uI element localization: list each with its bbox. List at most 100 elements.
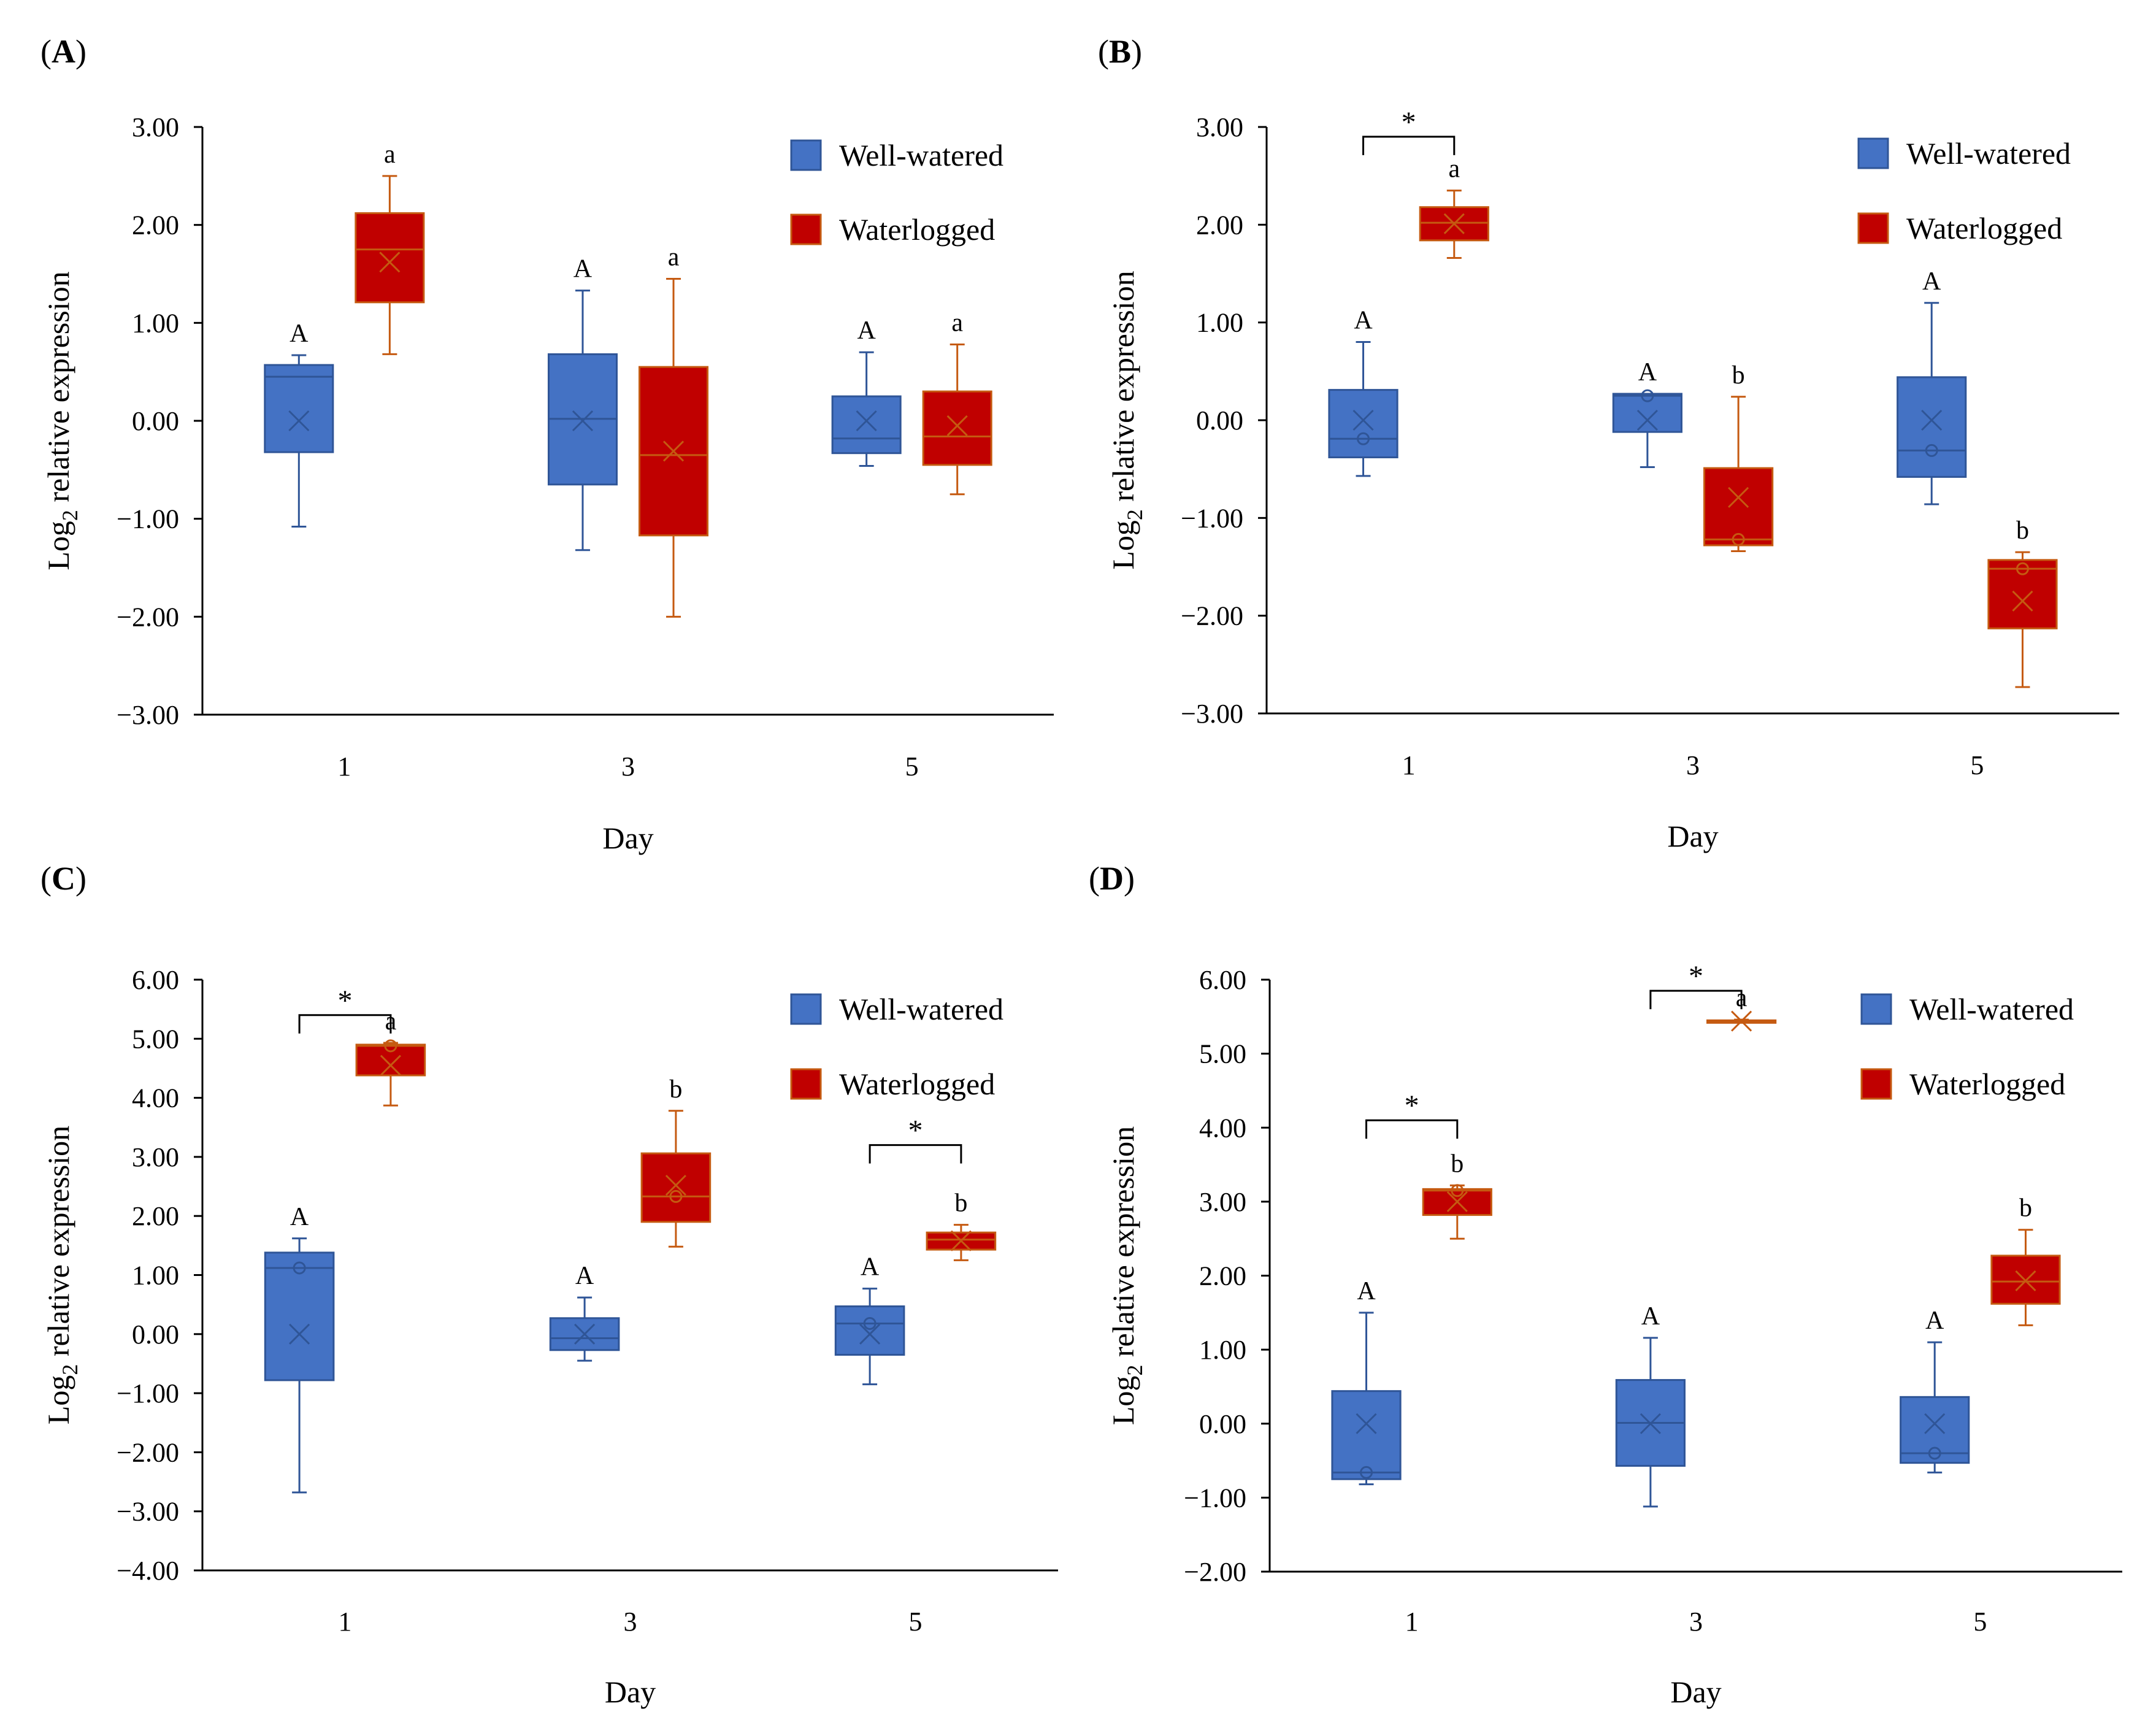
data-point bbox=[863, 1316, 877, 1330]
well-watered-box-day-3: A bbox=[1615, 1302, 1686, 1508]
y-tick-label: −2.00 bbox=[117, 1437, 179, 1467]
panel-c: (C) −4.00 −3.00 −2.00 −1.00 0.00 1.00 2.00 3.00 4… bbox=[40, 860, 1058, 1709]
y-tick-label: 1.00 bbox=[1196, 308, 1243, 338]
mean-marker bbox=[1924, 1413, 1946, 1434]
significance-letter: A bbox=[290, 1203, 309, 1231]
significance-letter: A bbox=[575, 1262, 594, 1290]
well-watered-box-day-1: A bbox=[264, 1203, 335, 1494]
mean-marker bbox=[380, 1055, 401, 1076]
significance-bracket bbox=[1649, 989, 1743, 1010]
waterlogged-box-day-5: a bbox=[922, 309, 992, 496]
significance-star: * bbox=[1402, 106, 1416, 139]
significance-star: * bbox=[1689, 960, 1703, 993]
mean-marker bbox=[1731, 1010, 1752, 1032]
x-tick-label: 1 bbox=[1405, 1607, 1419, 1637]
y-tick-label: 2.00 bbox=[132, 1201, 179, 1231]
panel-label: (B) bbox=[1098, 33, 1142, 70]
box-iqr bbox=[264, 364, 334, 453]
legend-label: Well-watered bbox=[1909, 992, 2074, 1026]
y-tick-label: 2.00 bbox=[1199, 1261, 1246, 1291]
y-tick-label: −3.00 bbox=[1181, 699, 1243, 729]
well-watered-box-day-3: A bbox=[547, 255, 618, 551]
significance-letter: A bbox=[1638, 358, 1657, 386]
panel-label-part: ( bbox=[1089, 860, 1100, 897]
significance-bracket bbox=[869, 1144, 962, 1164]
well-watered-box-day-3: A bbox=[549, 1262, 620, 1362]
legend-swatch bbox=[790, 139, 822, 171]
legend-label: Waterlogged bbox=[1906, 211, 2062, 245]
mean-marker bbox=[289, 1323, 310, 1345]
waterlogged-box-day-1: a bbox=[1419, 155, 1489, 259]
significance-letter: A bbox=[574, 255, 593, 283]
legend-label: Waterlogged bbox=[839, 212, 995, 247]
mean-marker bbox=[1443, 213, 1465, 234]
legend-swatch bbox=[1860, 1068, 1892, 1100]
y-tick-label: 3.00 bbox=[132, 112, 179, 142]
x-tick-label: 1 bbox=[1402, 750, 1416, 780]
significance-letter: b bbox=[2016, 517, 2029, 545]
data-point bbox=[1732, 532, 1745, 546]
y-tick-label: −3.00 bbox=[117, 700, 179, 730]
significance-letter: A bbox=[857, 317, 876, 345]
panel-label-part: ( bbox=[40, 33, 52, 70]
panel-d: (D) −2.00 −1.00 0.00 1.00 2.00 3.00 4.00 5.00 6.0… bbox=[1089, 860, 2122, 1709]
box-iqr bbox=[922, 390, 992, 466]
significance-letter: b bbox=[1451, 1150, 1464, 1178]
y-tick-label: 1.00 bbox=[132, 308, 179, 338]
y-tick-label: 2.00 bbox=[1196, 210, 1243, 240]
mean-marker bbox=[946, 415, 968, 437]
well-watered-box-day-5: A bbox=[1897, 267, 1967, 505]
mean-marker bbox=[1352, 409, 1374, 431]
significance-letter: A bbox=[1641, 1302, 1660, 1331]
box-iqr bbox=[549, 1317, 620, 1351]
y-tick-label: 1.00 bbox=[1199, 1335, 1246, 1365]
panel-label-part: D bbox=[1100, 860, 1124, 897]
box-iqr bbox=[355, 1043, 426, 1077]
panel-label: (C) bbox=[40, 860, 86, 897]
box-iqr bbox=[355, 212, 425, 304]
significance-star: * bbox=[908, 1115, 923, 1147]
legend-swatch bbox=[790, 1068, 822, 1100]
panel-label-part: ( bbox=[40, 860, 52, 897]
mean-marker bbox=[2015, 1270, 2036, 1292]
y-tick-label: 0.00 bbox=[1196, 405, 1243, 436]
significance-letter: b bbox=[2019, 1194, 2032, 1223]
data-point bbox=[293, 1261, 306, 1275]
x-tick-label: 1 bbox=[337, 751, 351, 782]
waterlogged-box-day-3: a bbox=[639, 243, 709, 618]
legend-swatch bbox=[790, 213, 822, 245]
panel-b: (B) −3.00 −2.00 −1.00 0.00 1.00 2.00 3.00 1 3 5 Day… bbox=[1098, 33, 2119, 853]
panel-label-part: ( bbox=[1098, 33, 1109, 70]
legend-label: Well-watered bbox=[839, 992, 1003, 1026]
mean-marker bbox=[288, 410, 310, 432]
y-tick-label: −2.00 bbox=[117, 602, 179, 632]
mean-marker bbox=[1921, 409, 1943, 431]
significance-letter: a bbox=[668, 243, 680, 271]
mean-marker bbox=[572, 410, 594, 432]
y-tick-label: −1.00 bbox=[1184, 1483, 1246, 1513]
y-tick-label: 3.00 bbox=[1199, 1187, 1246, 1217]
y-tick-label: −2.00 bbox=[1181, 601, 1243, 631]
x-tick-label: 3 bbox=[621, 751, 635, 782]
mean-marker bbox=[1356, 1413, 1377, 1434]
mean-marker bbox=[856, 410, 877, 432]
data-point bbox=[1451, 1184, 1464, 1197]
panel-label-part: ) bbox=[75, 860, 86, 897]
data-point bbox=[384, 1039, 397, 1053]
legend-swatch bbox=[1857, 137, 1889, 169]
panel-label-part: ) bbox=[75, 33, 86, 70]
x-tick-label: 1 bbox=[339, 1607, 352, 1637]
mean-marker bbox=[574, 1323, 596, 1345]
legend-label: Waterlogged bbox=[1909, 1067, 2065, 1101]
data-point bbox=[2016, 562, 2029, 575]
waterlogged-box-day-5: b bbox=[926, 1189, 997, 1261]
panel-label-part: B bbox=[1109, 33, 1131, 70]
significance-letter: a bbox=[1448, 155, 1460, 183]
y-tick-label: −3.00 bbox=[117, 1497, 179, 1527]
box-iqr bbox=[1703, 467, 1774, 547]
y-tick-label: 0.00 bbox=[132, 1320, 179, 1350]
y-tick-label: 6.00 bbox=[132, 965, 179, 995]
legend-label: Waterlogged bbox=[839, 1067, 995, 1101]
x-axis-title: Day bbox=[1667, 819, 1718, 853]
